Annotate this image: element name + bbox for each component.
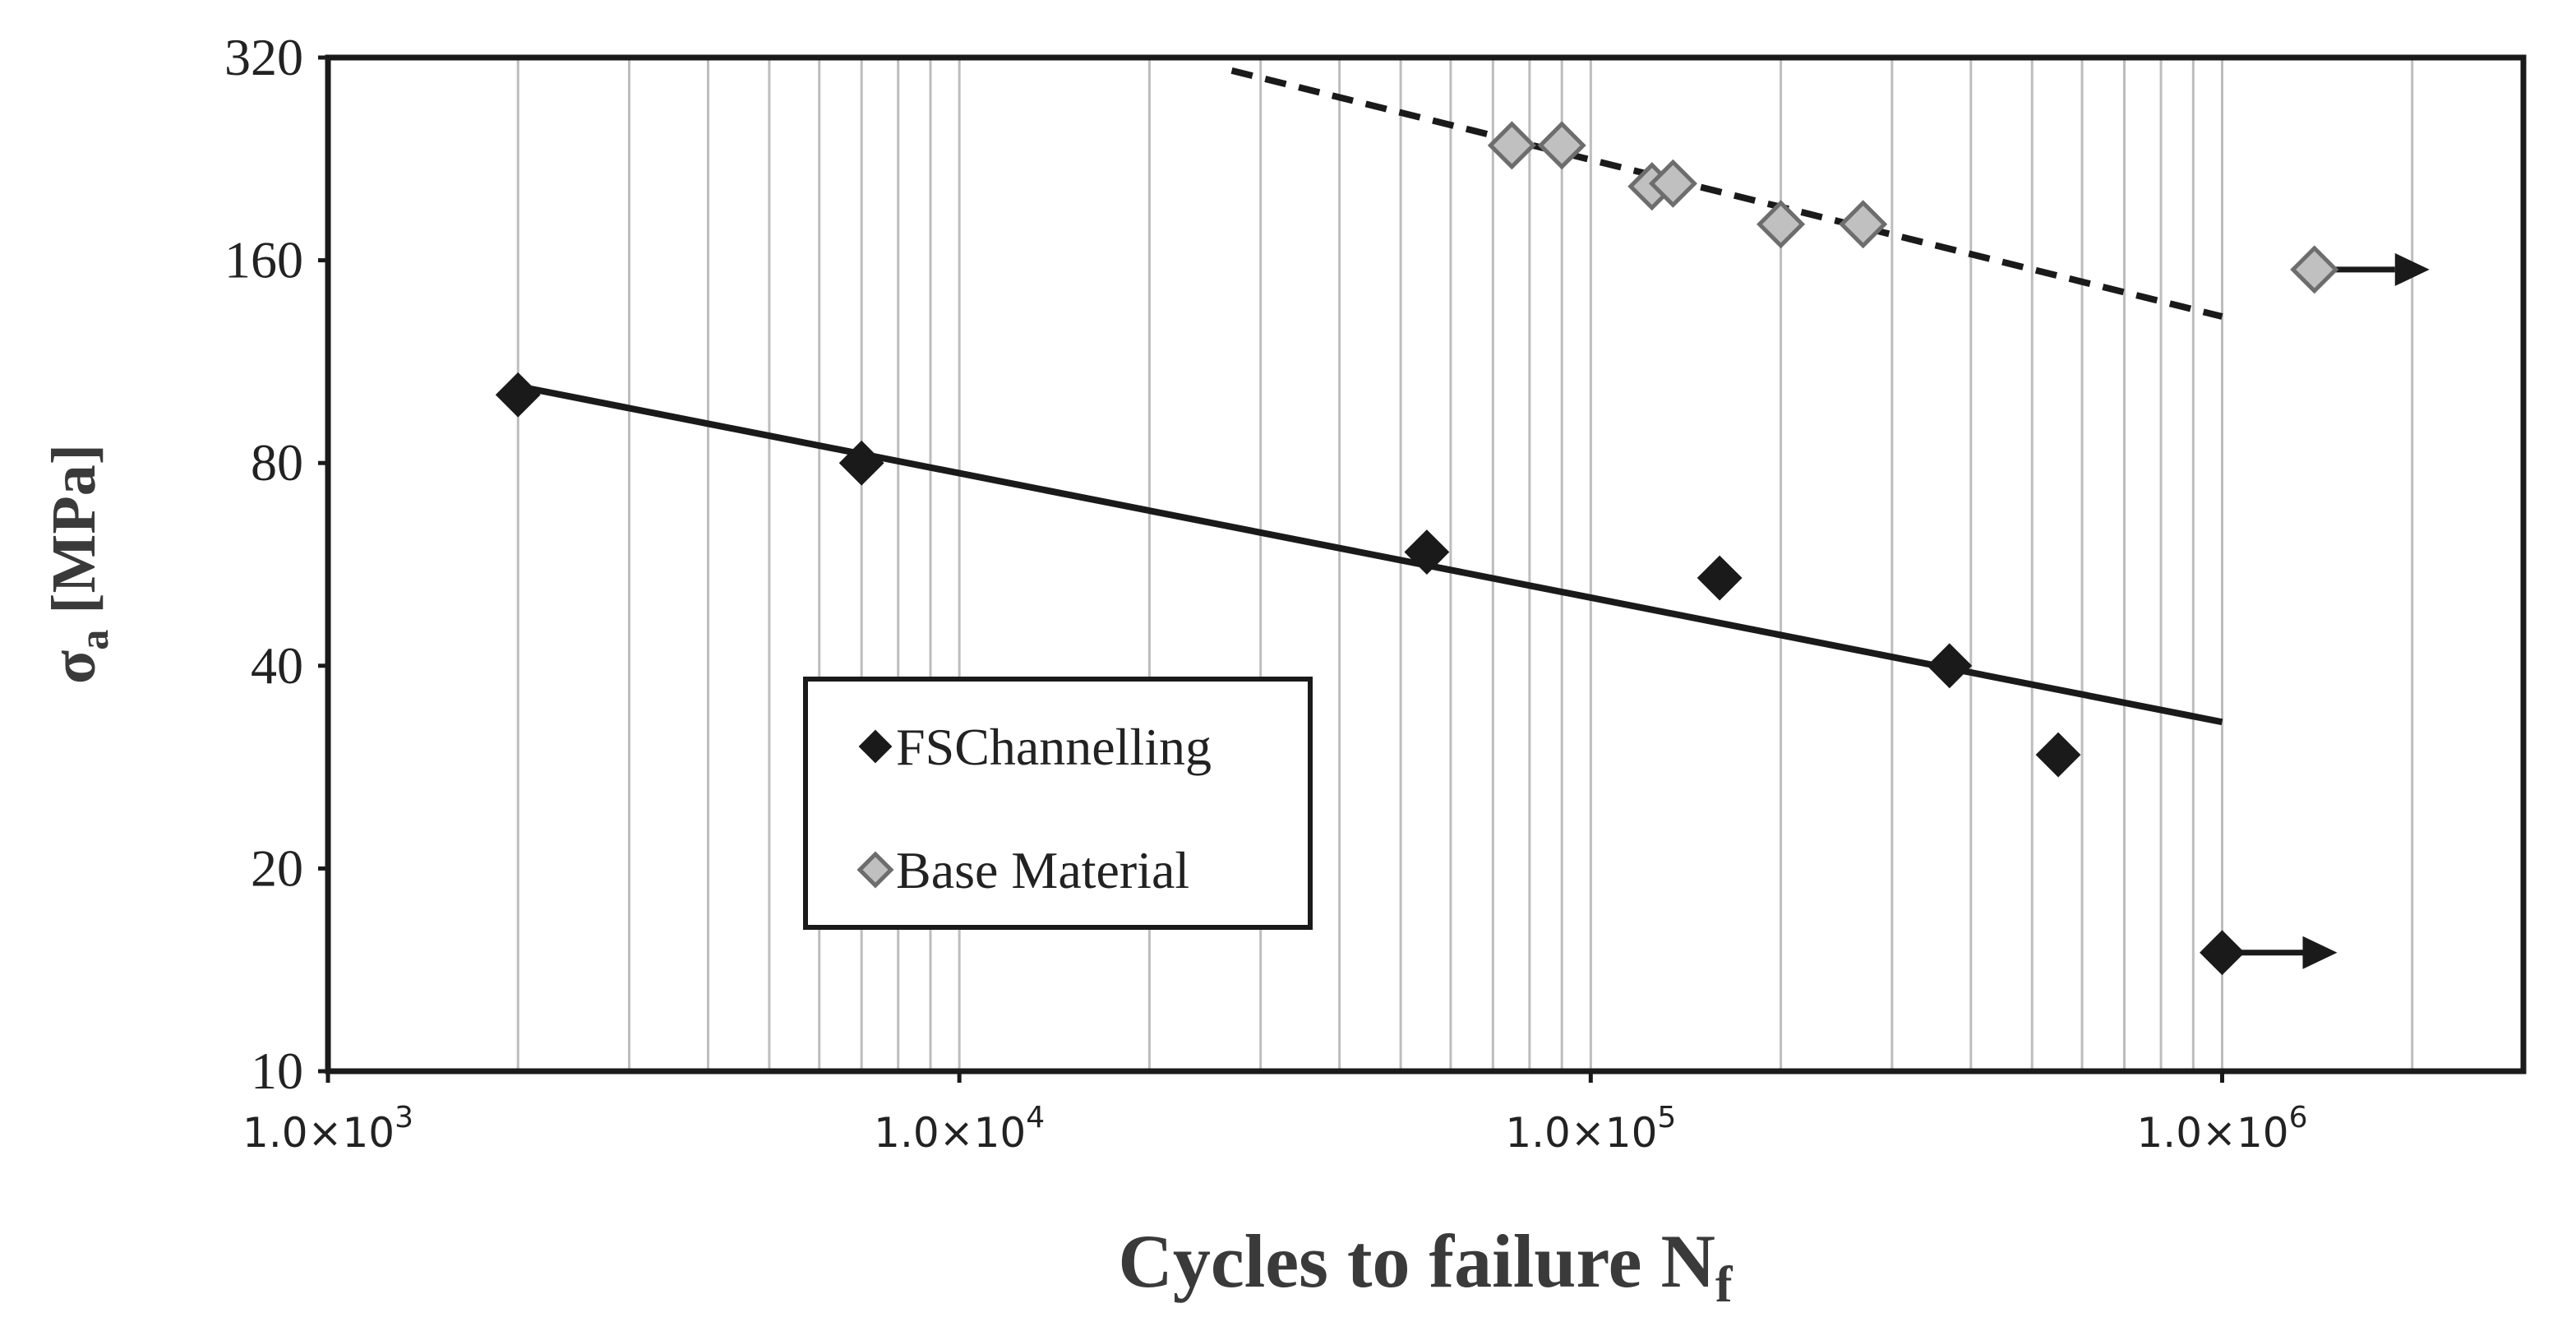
- y-tick-label: 20: [251, 839, 303, 897]
- base-material-point: [1757, 200, 1806, 249]
- y-tick-label: 10: [251, 1042, 303, 1100]
- base-material-runout-point: [2290, 245, 2339, 294]
- y-tick-label: 40: [251, 636, 303, 695]
- x-tick-label: 1.0×105: [1505, 1101, 1676, 1157]
- legend-label-base-material: Base Material: [896, 841, 1189, 899]
- x-axis-ticks: 1.0×103 1.0×104 1.0×105 1.0×106: [242, 1071, 2307, 1157]
- data-markers: [495, 121, 2430, 976]
- x-tick-mantissa: 1.0: [874, 1109, 939, 1157]
- fschannelling-point: [2035, 732, 2081, 778]
- fschannelling-runout-point: [2200, 930, 2245, 976]
- x-tick-mantissa: 1.0: [242, 1109, 308, 1157]
- x-tick-label: 1.0×103: [242, 1101, 413, 1157]
- base-material-point: [1537, 121, 1586, 170]
- x-tick-exponent: 3: [395, 1101, 413, 1135]
- base-material-runout-arrow-head: [2394, 252, 2430, 286]
- x-tick-times: ×: [939, 1109, 974, 1157]
- x-tick-mantissa: 1.0: [1505, 1109, 1571, 1157]
- x-tick-times: ×: [1571, 1109, 1605, 1157]
- y-tick-label: 160: [224, 231, 303, 289]
- x-tick-exponent: 5: [1657, 1101, 1676, 1135]
- x-tick-mantissa: 1.0: [2137, 1109, 2203, 1157]
- y-tick-label: 80: [251, 433, 303, 492]
- legend-entries: FSChannelling Base Material: [856, 718, 1212, 899]
- x-axis-title: Cycles to failure Nf: [1118, 1219, 1733, 1313]
- y-axis-ticks: 10 20 40 80 160 320: [224, 28, 328, 1100]
- fschannelling-fit-line: [517, 382, 2223, 726]
- x-tick-base: 10: [974, 1109, 1027, 1157]
- base-material-point: [1487, 121, 1536, 170]
- base-material-point: [1648, 159, 1697, 208]
- plot-frame: [325, 54, 2527, 1075]
- fschannelling-point: [1697, 555, 1743, 601]
- legend-marker-base-material: [856, 851, 894, 889]
- fit-lines: [517, 67, 2223, 726]
- x-tick-base: 10: [2237, 1109, 2289, 1157]
- fschannelling-point: [1404, 529, 1450, 575]
- x-tick-label: 1.0×106: [2137, 1101, 2308, 1157]
- legend: FSChannelling Base Material: [803, 677, 1313, 930]
- x-tick-times: ×: [2202, 1109, 2237, 1157]
- legend-label-fschannelling: FSChannelling: [896, 718, 1212, 776]
- x-tick-label: 1.0×104: [874, 1101, 1045, 1157]
- x-tick-base: 10: [1605, 1109, 1658, 1157]
- y-axis-title: σa [MPa]: [39, 444, 117, 684]
- y-tick-label: 320: [224, 28, 303, 86]
- base-material-point: [1839, 200, 1888, 249]
- fschannelling-point: [1927, 643, 1973, 689]
- fschannelling-point: [838, 440, 884, 486]
- fschannelling-point: [495, 372, 541, 418]
- base-material-fit-line: [1230, 67, 2223, 320]
- legend-marker-fschannelling: [858, 729, 893, 764]
- x-tick-times: ×: [308, 1109, 343, 1157]
- fschannelling-runout-arrow-head: [2302, 936, 2338, 969]
- grid-lines: [516, 58, 2414, 1071]
- legend-box: [803, 677, 1313, 930]
- x-tick-base: 10: [342, 1109, 395, 1157]
- x-tick-exponent: 4: [1026, 1101, 1045, 1135]
- x-tick-exponent: 6: [2289, 1101, 2308, 1135]
